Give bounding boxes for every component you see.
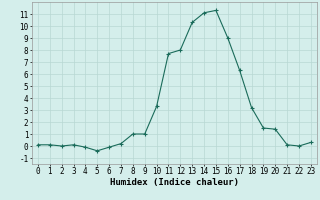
- X-axis label: Humidex (Indice chaleur): Humidex (Indice chaleur): [110, 178, 239, 187]
